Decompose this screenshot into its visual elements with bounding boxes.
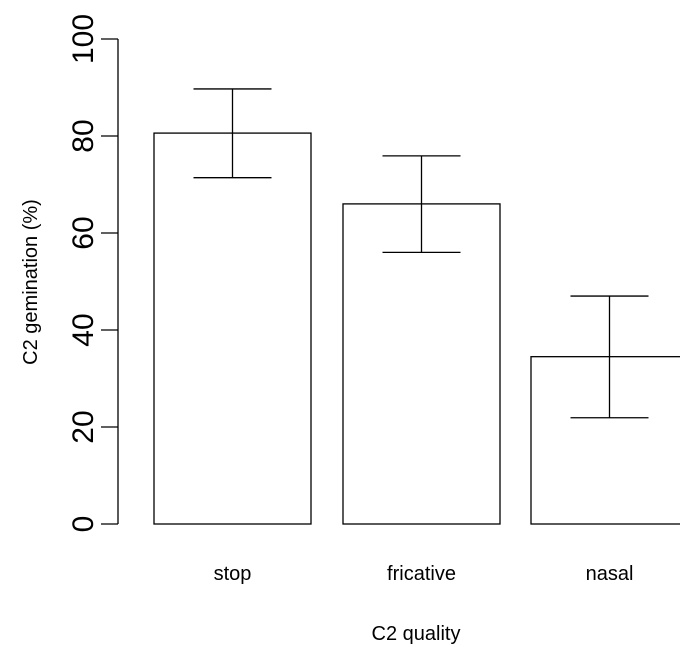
bars (153, 88, 680, 525)
error-bar-nasal (570, 295, 649, 419)
y-tick-label-40: 40 (67, 313, 100, 346)
y-tick-label-60: 60 (67, 216, 100, 249)
x-axis-title: C2 quality (372, 623, 461, 645)
x-tick-label-fricative: fricative (387, 563, 456, 585)
bar-stop (153, 132, 312, 525)
x-tick-label-stop: stop (214, 563, 252, 585)
y-tick-label-0: 0 (67, 516, 100, 533)
y-tick-label-80: 80 (67, 119, 100, 152)
y-axis: 0 20 40 60 80 100 (67, 14, 119, 533)
error-bar-stop (193, 88, 272, 179)
x-tick-label-nasal: nasal (586, 563, 634, 585)
y-tick-label-100: 100 (67, 14, 100, 64)
x-axis-tick-labels: stop fricative nasal (214, 563, 634, 585)
bar-nasal (530, 356, 680, 525)
error-bar-fricative (382, 155, 461, 254)
y-axis-title: C2 gemination (%) (20, 199, 42, 365)
y-tick-label-20: 20 (67, 410, 100, 443)
